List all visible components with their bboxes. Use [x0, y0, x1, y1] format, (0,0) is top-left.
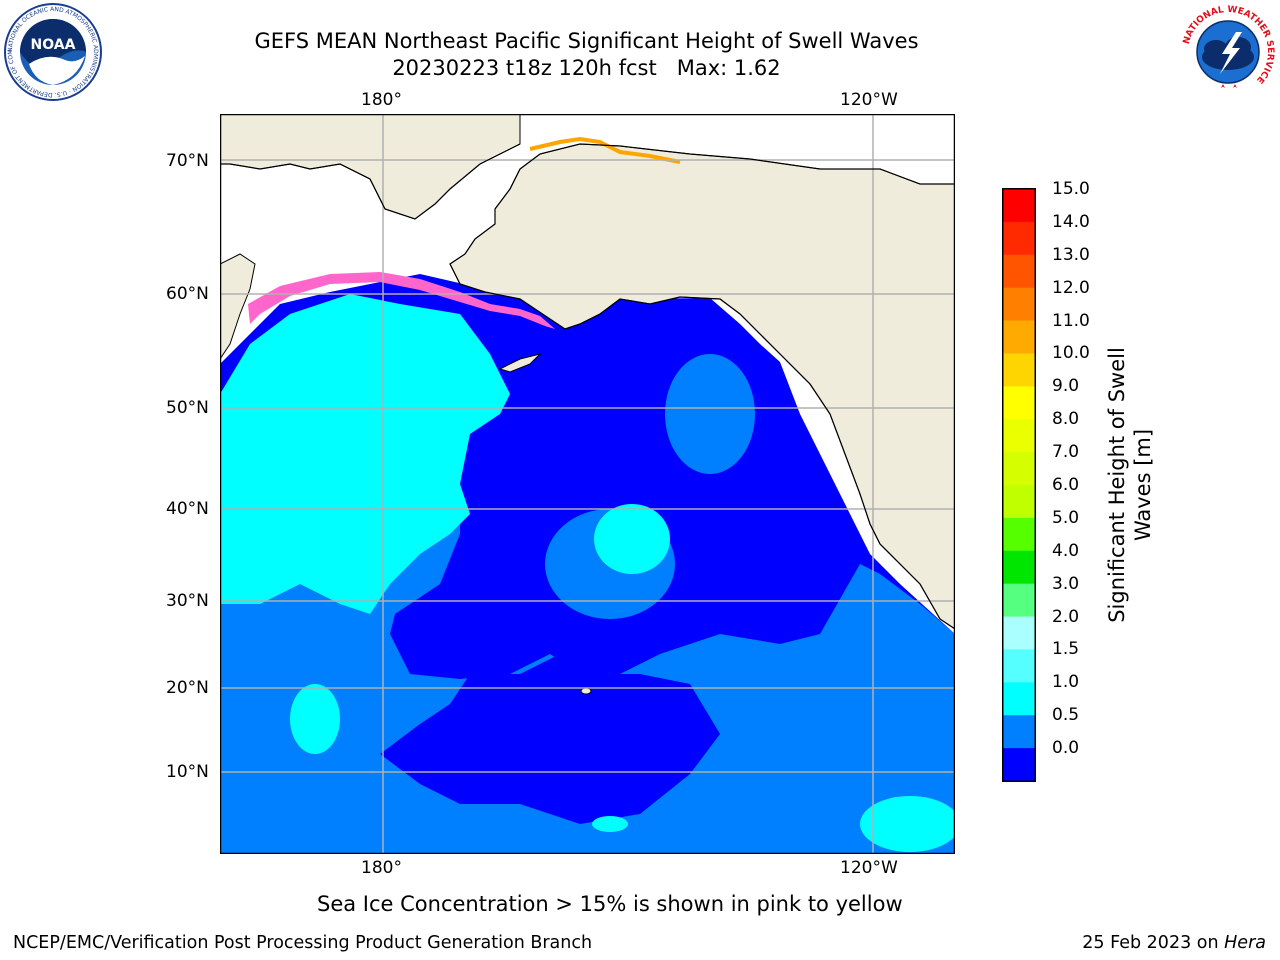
lon-label-top-180: 180° — [361, 90, 402, 110]
colorbar-tick-label: 12.0 — [1052, 277, 1090, 298]
lat-label-30n: 30°N — [166, 591, 209, 611]
colorbar-swatch — [1003, 583, 1035, 618]
coastline — [220, 143, 955, 630]
colorbar-tick-label: 2.0 — [1052, 606, 1080, 627]
date-stamp: 25 Feb 2023 on Hera — [1082, 932, 1266, 954]
noaa-logo: NATIONAL OCEANIC AND ATMOSPHERIC ADMINIS… — [0, 0, 103, 106]
credit-text: NCEP/EMC/Verification Post Processing Pr… — [13, 933, 593, 953]
ocean-mid-patch — [665, 354, 755, 474]
colorbar-tick-label: 8.0 — [1052, 409, 1080, 430]
lat-label-20n: 20°N — [166, 678, 209, 698]
colorbar-tick-label: 0.5 — [1052, 705, 1080, 726]
colorbar-tick-label: 7.0 — [1052, 442, 1080, 463]
colorbar-swatch — [1003, 254, 1035, 289]
ocean-high-region — [220, 294, 510, 614]
map-frame — [219, 113, 956, 855]
noaa-logo-text: NOAA — [31, 37, 76, 53]
colorbar-swatch — [1003, 748, 1035, 782]
sea-ice-note: Sea Ice Concentration > 15% is shown in … — [317, 892, 903, 916]
colorbar-swatch — [1003, 452, 1035, 486]
colorbar-tick-label: 1.0 — [1052, 672, 1080, 693]
lat-label-50n: 50°N — [166, 398, 209, 418]
ocean-high-patch — [594, 504, 670, 574]
colorbar-tick-label: 3.0 — [1052, 573, 1080, 594]
colorbar-swatch — [1003, 189, 1035, 223]
lon-label-bottom-180: 180° — [361, 858, 402, 878]
chart-subtitle: 20230223 t18z 120h fcst Max: 1.62 — [392, 56, 781, 80]
nws-logo: NATIONAL WEATHER SERVICE — [1178, 2, 1278, 106]
colorbar-swatch — [1003, 616, 1035, 650]
lat-label-40n: 40°N — [166, 499, 209, 519]
chart-title: GEFS MEAN Northeast Pacific Significant … — [254, 29, 919, 53]
colorbar-swatch — [1003, 715, 1035, 749]
colorbar-swatch — [1003, 517, 1035, 552]
lat-label-70n: 70°N — [166, 151, 209, 171]
colorbar-swatch — [1003, 386, 1035, 420]
colorbar-swatch — [1003, 320, 1035, 354]
graticule — [220, 114, 955, 854]
ocean-low-interior — [380, 654, 720, 824]
colorbar-tick-label: 10.0 — [1052, 343, 1090, 364]
colorbar-swatch — [1003, 550, 1035, 585]
colorbar-swatch — [1003, 485, 1035, 519]
colorbar-tick-label: 5.0 — [1052, 507, 1080, 528]
map-panel — [219, 113, 956, 858]
colorbar-swatch — [1003, 419, 1035, 453]
colorbar-tick-label: 4.0 — [1052, 540, 1080, 561]
ocean-high-patch — [290, 684, 340, 754]
colorbar-swatch — [1003, 682, 1035, 716]
ocean-high-patch — [592, 816, 628, 832]
lat-label-60n: 60°N — [166, 284, 209, 304]
colorbar-tick-label: 9.0 — [1052, 376, 1080, 397]
colorbar-tick-label: 0.0 — [1052, 738, 1080, 759]
hawaii-land — [580, 687, 592, 695]
colorbar-tick-label: 11.0 — [1052, 310, 1090, 331]
colorbar-title-line2: Waves [m] — [1131, 428, 1155, 542]
date-text: 25 Feb 2023 on — [1082, 933, 1225, 953]
alaska-peninsula-land — [498, 353, 542, 373]
lon-label-bottom-120w: 120°W — [840, 858, 898, 878]
machine-name: Hera — [1224, 933, 1266, 953]
sea-ice-fringe-north — [529, 136, 681, 164]
sea-ice-fringe — [248, 272, 555, 329]
colorbar-swatch — [1003, 287, 1035, 322]
ocean-high-patch — [860, 796, 955, 852]
colorbar-tick-label: 15.0 — [1052, 179, 1090, 199]
colorbar-swatch — [1003, 649, 1035, 683]
colorbar-swatch — [1003, 221, 1035, 256]
colorbar-tick-label: 13.0 — [1052, 244, 1090, 265]
lat-label-10n: 10°N — [166, 762, 209, 782]
lon-label-top-120w: 120°W — [840, 90, 898, 110]
colorbar-tick-label: 6.0 — [1052, 475, 1080, 495]
colorbar-tick-label: 14.0 — [1052, 211, 1090, 232]
kamchatka-land — [220, 253, 256, 360]
colorbar-title-line1: Significant Height of Swell — [1105, 347, 1129, 623]
colorbar — [1002, 188, 1036, 786]
colorbar-swatch — [1003, 353, 1035, 387]
colorbar-tick-label: 1.5 — [1052, 639, 1080, 660]
